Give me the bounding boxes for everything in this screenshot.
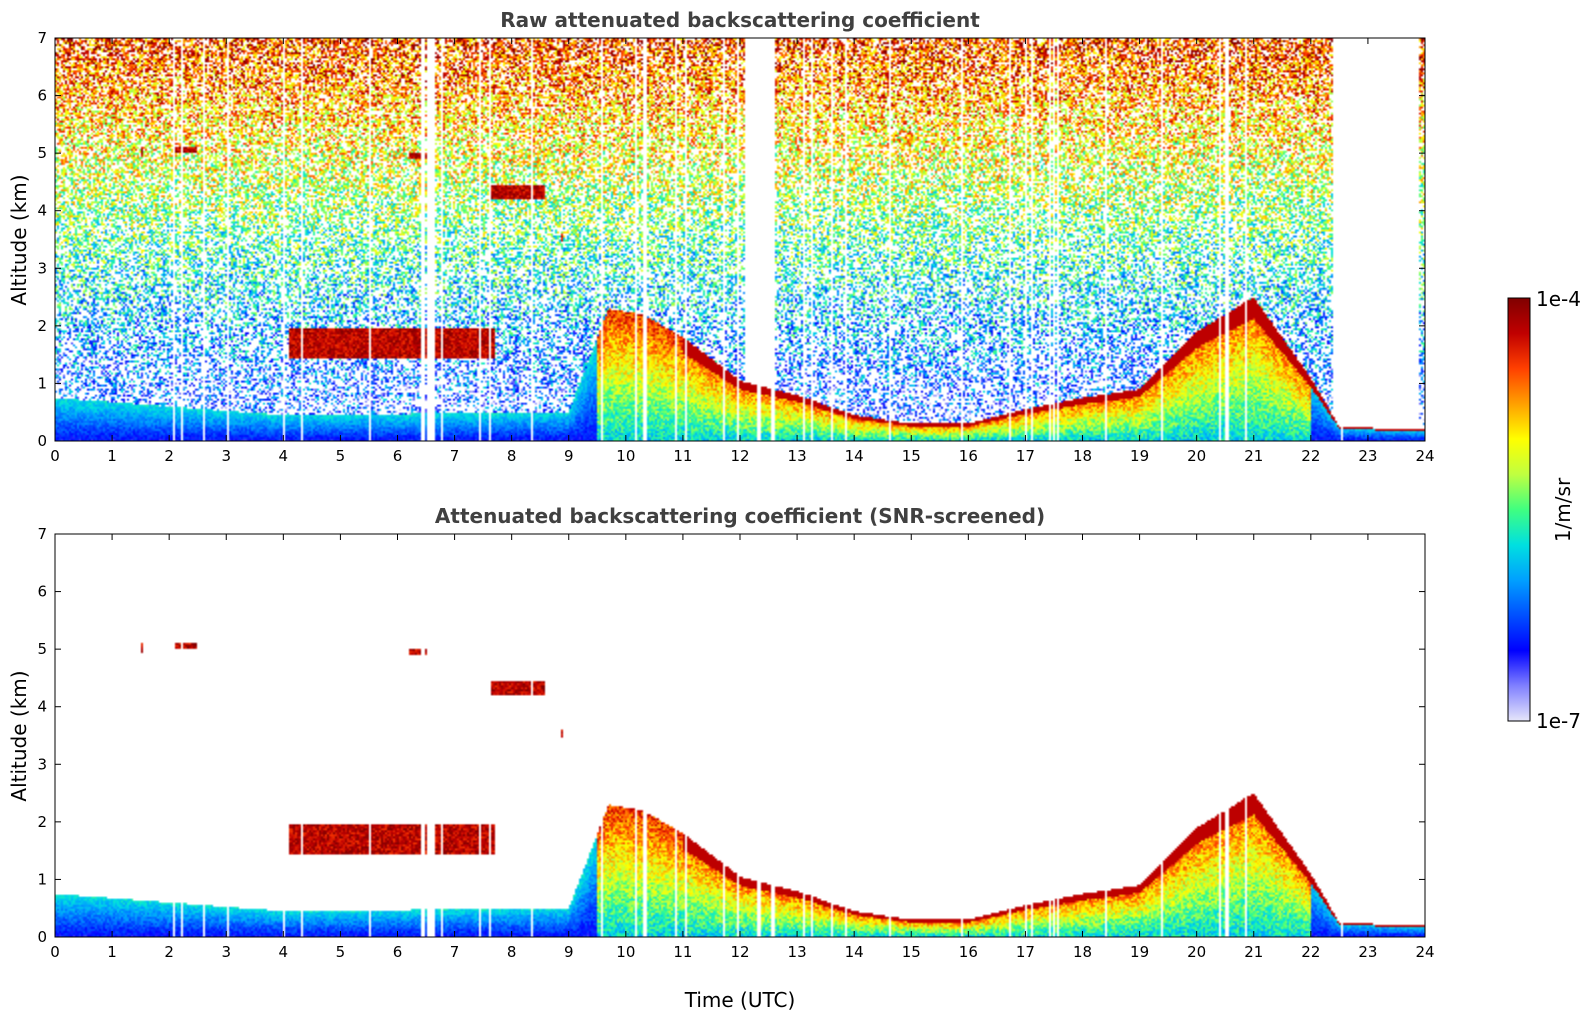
y-axis-ticks-raw: 0 1 2 3 4 5 6 7 (37, 29, 1425, 450)
y-tick-label: 1 (37, 870, 47, 888)
x-axis-ticks-raw: 0 1 2 3 4 5 6 7 8 9 10 11 12 13 14 15 16 17 18 19 20 21 22 23 24 (50, 38, 1435, 465)
x-tick-label: 5 (336, 943, 346, 961)
y-tick-label: 3 (37, 755, 47, 773)
x-tick-label: 0 (50, 943, 60, 961)
heatmap-raw (55, 38, 1425, 441)
x-tick-label: 6 (393, 447, 403, 465)
panel-screened: Attenuated backscattering coefficient (S… (7, 504, 1435, 1012)
y-tick-label: 2 (37, 317, 47, 335)
x-tick-label: 13 (788, 447, 807, 465)
y-tick-label: 5 (37, 640, 47, 658)
x-tick-label: 4 (279, 943, 289, 961)
x-tick-label: 1 (107, 447, 117, 465)
y-axis-ticks-screened: 0 1 2 3 4 5 6 7 (37, 525, 1425, 946)
y-axis-label-raw: Altitude (km) (7, 174, 31, 305)
colorbar-min-label: 1e-7 (1536, 709, 1581, 733)
x-tick-label: 2 (164, 447, 174, 465)
x-tick-label: 19 (1130, 447, 1149, 465)
x-tick-label: 18 (1073, 943, 1092, 961)
y-tick-label: 7 (37, 525, 47, 543)
x-tick-label: 9 (564, 447, 574, 465)
y-tick-label: 7 (37, 29, 47, 47)
y-tick-label: 0 (37, 928, 47, 946)
x-tick-label: 21 (1244, 447, 1263, 465)
x-tick-label: 3 (221, 943, 231, 961)
panel-screened-title: Attenuated backscattering coefficient (S… (435, 504, 1045, 528)
x-tick-label: 5 (336, 447, 346, 465)
x-tick-label: 24 (1415, 447, 1434, 465)
x-tick-label: 7 (450, 447, 460, 465)
x-tick-label: 23 (1358, 943, 1377, 961)
x-tick-label: 24 (1415, 943, 1434, 961)
colorbar-gradient (1507, 297, 1531, 722)
x-tick-label: 2 (164, 943, 174, 961)
x-tick-label: 12 (730, 943, 749, 961)
x-tick-label: 16 (959, 447, 978, 465)
x-tick-label: 23 (1358, 447, 1377, 465)
x-tick-label: 10 (616, 943, 635, 961)
x-tick-label: 9 (564, 943, 574, 961)
x-tick-label: 22 (1301, 943, 1320, 961)
y-tick-label: 0 (37, 432, 47, 450)
x-axis-label: Time (UTC) (684, 988, 796, 1012)
y-tick-label: 5 (37, 144, 47, 162)
x-tick-label: 17 (1016, 447, 1035, 465)
y-axis-label-screened: Altitude (km) (7, 670, 31, 801)
y-tick-label: 4 (37, 202, 47, 220)
x-tick-label: 14 (845, 943, 864, 961)
colorbar: 1e-4 1e-7 1/m/sr (1507, 287, 1581, 733)
x-tick-label: 1 (107, 943, 117, 961)
y-tick-label: 3 (37, 259, 47, 277)
x-tick-label: 7 (450, 943, 460, 961)
panel-raw-title: Raw attenuated backscattering coefficien… (500, 8, 980, 32)
x-tick-label: 13 (788, 943, 807, 961)
x-tick-label: 21 (1244, 943, 1263, 961)
x-tick-label: 6 (393, 943, 403, 961)
y-tick-label: 6 (37, 583, 47, 601)
x-axis-ticks-screened: 0 1 2 3 4 5 6 7 8 9 10 11 12 13 14 15 16 17 18 19 20 21 22 23 24 (50, 534, 1435, 961)
x-tick-label: 14 (845, 447, 864, 465)
x-tick-label: 12 (730, 447, 749, 465)
x-tick-label: 8 (507, 447, 517, 465)
x-tick-label: 4 (279, 447, 289, 465)
x-tick-label: 15 (902, 447, 921, 465)
x-tick-label: 20 (1187, 943, 1206, 961)
colorbar-unit-label: 1/m/sr (1551, 477, 1575, 542)
x-tick-label: 17 (1016, 943, 1035, 961)
x-tick-label: 20 (1187, 447, 1206, 465)
y-tick-label: 4 (37, 698, 47, 716)
panel-raw: Raw attenuated backscattering coefficien… (7, 8, 1435, 465)
x-tick-label: 0 (50, 447, 60, 465)
x-tick-label: 11 (673, 447, 692, 465)
y-tick-label: 2 (37, 813, 47, 831)
y-tick-label: 6 (37, 87, 47, 105)
x-tick-label: 18 (1073, 447, 1092, 465)
x-tick-label: 8 (507, 943, 517, 961)
x-tick-label: 22 (1301, 447, 1320, 465)
x-tick-label: 19 (1130, 943, 1149, 961)
x-tick-label: 3 (221, 447, 231, 465)
x-tick-label: 15 (902, 943, 921, 961)
x-tick-label: 10 (616, 447, 635, 465)
x-tick-label: 11 (673, 943, 692, 961)
x-tick-label: 16 (959, 943, 978, 961)
y-tick-label: 1 (37, 374, 47, 392)
colorbar-max-label: 1e-4 (1536, 287, 1581, 311)
heatmap-screened (55, 534, 1425, 937)
